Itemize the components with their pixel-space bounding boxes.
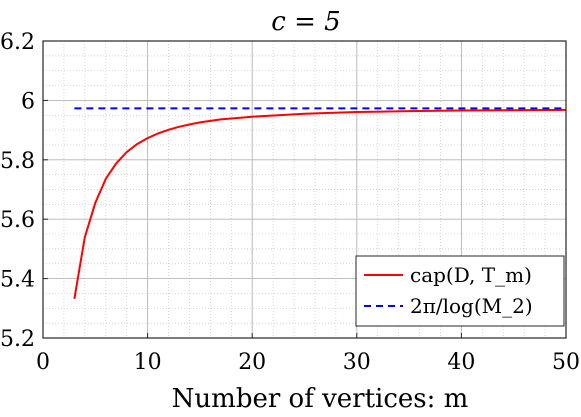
x-tick-label: 10 [134, 350, 162, 375]
plot-frame [42, 40, 567, 339]
legend: cap(D, T_m) 2π/log(M_2) [355, 255, 565, 327]
legend-label-cap: cap(D, T_m) [410, 263, 532, 287]
x-tick-label: 50 [552, 350, 580, 375]
legend-box [355, 255, 565, 327]
x-tick-label: 40 [447, 350, 475, 375]
y-tick-label: 5.8 [0, 149, 35, 174]
y-tick-label: 5.4 [0, 268, 35, 293]
x-tick-label: 20 [238, 350, 266, 375]
x-tick-label: 0 [36, 350, 50, 375]
series-layer [73, 107, 567, 299]
series-line-0 [73, 108, 567, 299]
ticks: 0 10 20 30 40 50 5.2 5.4 5.6 5.8 6 6.2 [0, 30, 580, 375]
y-tick-label: 5.2 [0, 327, 35, 352]
y-tick-label: 6.2 [0, 30, 35, 55]
x-axis-title: Number of vertices: m [172, 384, 469, 414]
y-tick-label: 6 [21, 89, 35, 114]
chart-title: c = 5 [271, 7, 340, 37]
x-tick-label: 30 [343, 350, 371, 375]
legend-label-2pi-log: 2π/log(M_2) [410, 294, 533, 318]
y-tick-label: 5.6 [0, 208, 35, 233]
